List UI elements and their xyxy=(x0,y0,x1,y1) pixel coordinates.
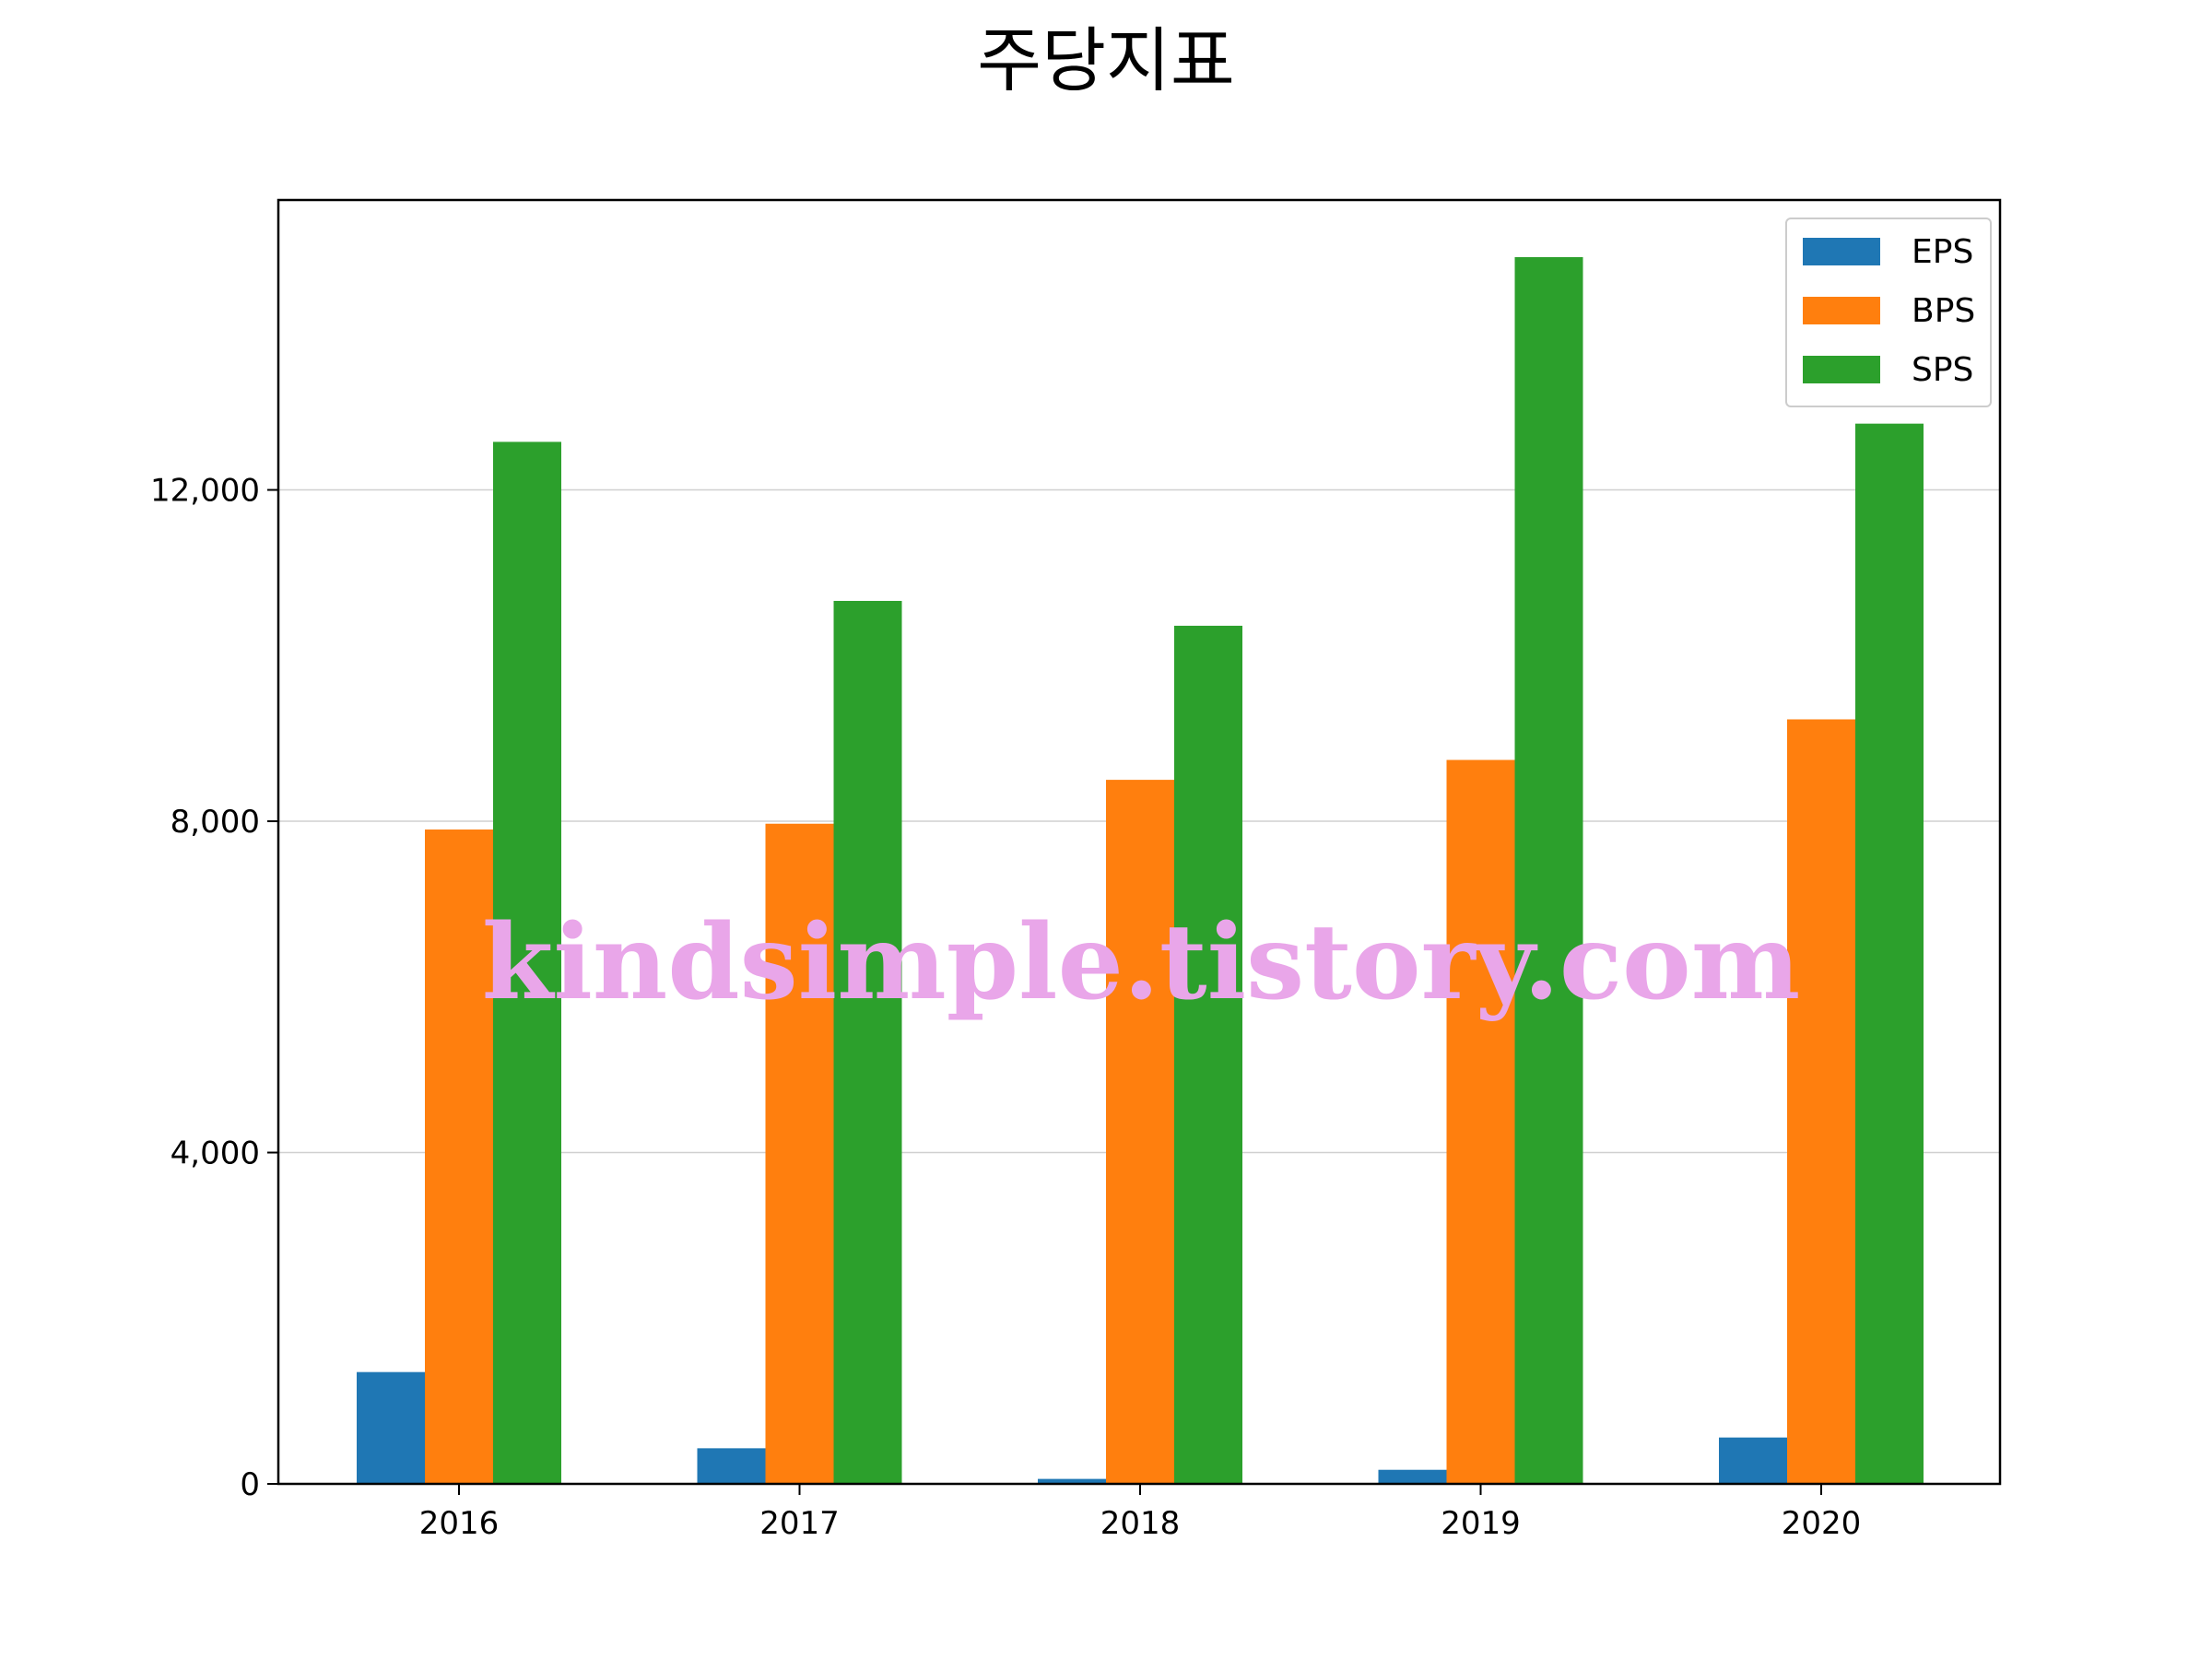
y-tick-label: 8,000 xyxy=(171,804,260,841)
bar-bps-2020 xyxy=(1787,719,1855,1484)
bar-eps-2020 xyxy=(1719,1437,1787,1484)
y-tick-label: 0 xyxy=(240,1466,260,1503)
bar-bps-2019 xyxy=(1446,759,1515,1484)
x-axis: 2016 2017 2018 2019 2020 xyxy=(419,1484,1862,1542)
bars xyxy=(357,257,1924,1484)
legend: EPS BPS SPS xyxy=(1785,218,1992,407)
bar-eps-2018 xyxy=(1038,1478,1106,1484)
legend-swatch-bps xyxy=(1803,297,1880,324)
bar-bps-2018 xyxy=(1106,780,1174,1484)
x-tick-label: 2017 xyxy=(759,1505,840,1542)
bar-eps-2019 xyxy=(1378,1469,1447,1484)
bar-eps-2017 xyxy=(697,1448,766,1484)
legend-label-bps: BPS xyxy=(1912,292,1975,330)
y-tick-label: 4,000 xyxy=(171,1135,260,1172)
legend-label-eps: EPS xyxy=(1912,233,1973,271)
x-tick-label: 2018 xyxy=(1100,1505,1181,1542)
bar-sps-2018 xyxy=(1174,625,1242,1484)
bar-sps-2019 xyxy=(1514,257,1583,1484)
bar-bps-2016 xyxy=(425,830,493,1484)
bar-bps-2017 xyxy=(765,823,834,1484)
y-tick-label: 12,000 xyxy=(150,473,260,510)
watermark: kindsimple.tistory.com xyxy=(482,902,1801,1023)
x-tick-label: 2020 xyxy=(1782,1505,1862,1542)
x-tick-label: 2016 xyxy=(419,1505,500,1542)
legend-swatch-sps xyxy=(1803,356,1880,383)
legend-label-sps: SPS xyxy=(1912,351,1973,389)
bar-eps-2016 xyxy=(357,1371,425,1484)
bar-sps-2016 xyxy=(493,441,561,1484)
chart-title: 주당지표 xyxy=(977,19,1235,101)
legend-swatch-eps xyxy=(1803,238,1880,265)
x-tick-label: 2019 xyxy=(1441,1505,1521,1542)
bar-sps-2020 xyxy=(1855,423,1924,1484)
y-axis: 0 4,000 8,000 12,000 xyxy=(150,473,278,1503)
bar-sps-2017 xyxy=(833,600,902,1484)
